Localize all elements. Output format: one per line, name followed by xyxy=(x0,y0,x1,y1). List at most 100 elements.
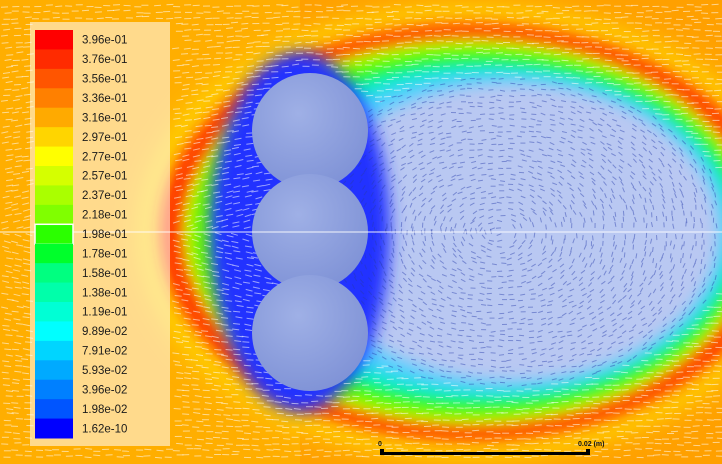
vector-arrow xyxy=(245,101,253,104)
vector-arrow xyxy=(500,180,506,182)
vector-arrow xyxy=(475,395,483,397)
vector-arrow xyxy=(588,164,594,169)
vector-arrow xyxy=(216,289,224,291)
vector-arrow xyxy=(690,145,694,150)
vector-arrow xyxy=(458,254,464,259)
vector-arrow xyxy=(379,301,384,306)
vector-arrow xyxy=(571,317,576,321)
vector-arrow xyxy=(612,176,617,181)
colorbar-swatch xyxy=(35,68,73,89)
vector-arrow xyxy=(281,4,289,7)
colorbar-swatch xyxy=(34,223,74,245)
vector-arrow xyxy=(518,346,524,349)
vector-arrow xyxy=(216,142,224,144)
vector-arrow xyxy=(591,364,597,369)
vector-arrow xyxy=(669,331,674,336)
vector-arrow xyxy=(411,106,417,109)
vector-arrow xyxy=(191,195,199,198)
vector-arrow xyxy=(184,141,192,144)
vector-arrow xyxy=(426,321,432,325)
vector-arrow xyxy=(665,94,673,96)
vector-arrow xyxy=(659,336,664,340)
vector-arrow xyxy=(589,288,595,293)
vector-arrow xyxy=(175,202,183,205)
vector-arrow xyxy=(591,372,597,375)
vector-arrow xyxy=(242,124,250,127)
vector-arrow xyxy=(571,193,575,199)
colorbar-label: 9.89e-02 xyxy=(82,326,127,338)
vector-arrow xyxy=(448,144,454,148)
vector-arrow xyxy=(313,23,321,25)
vector-arrow xyxy=(556,190,562,194)
vector-arrow xyxy=(173,117,181,120)
vector-arrow xyxy=(547,360,553,363)
vector-arrow xyxy=(22,372,30,375)
vector-arrow xyxy=(672,223,675,229)
vector-arrow xyxy=(439,369,445,372)
vector-arrow xyxy=(176,232,184,236)
vector-arrow xyxy=(226,234,234,238)
vector-arrow xyxy=(203,194,211,198)
vector-arrow xyxy=(609,312,615,317)
vector-arrow xyxy=(440,321,446,324)
vector-arrow xyxy=(242,346,250,348)
vector-arrow xyxy=(211,93,219,96)
vector-arrow xyxy=(193,294,201,298)
vector-arrow xyxy=(648,150,653,156)
vector-arrow xyxy=(648,158,654,163)
vector-arrow xyxy=(567,140,573,144)
vector-arrow xyxy=(214,360,222,364)
vector-arrow xyxy=(367,108,373,113)
vector-arrow xyxy=(528,125,534,128)
vector-arrow xyxy=(245,46,253,49)
vector-arrow xyxy=(421,321,427,325)
vector-arrow xyxy=(15,159,23,162)
vector-arrow xyxy=(533,232,536,238)
vector-arrow xyxy=(618,348,623,352)
vector-arrow xyxy=(379,197,383,203)
vector-arrow xyxy=(22,286,30,290)
vector-arrow xyxy=(581,324,587,328)
vector-arrow xyxy=(13,136,21,139)
vector-arrow xyxy=(221,124,229,127)
vector-arrow xyxy=(568,117,574,121)
vector-arrow xyxy=(489,107,495,109)
vector-arrow xyxy=(570,246,573,253)
vector-arrow xyxy=(601,158,607,164)
vector-arrow xyxy=(498,112,504,114)
vector-arrow xyxy=(245,251,253,254)
vector-arrow xyxy=(661,194,665,199)
vector-arrow xyxy=(631,271,634,277)
vector-arrow xyxy=(715,83,722,85)
vector-arrow xyxy=(680,286,685,291)
vector-arrow xyxy=(472,429,480,432)
vector-arrow xyxy=(244,15,252,18)
vector-arrow xyxy=(578,282,584,287)
vector-arrow xyxy=(378,172,383,178)
vector-arrow xyxy=(480,286,487,289)
vector-arrow xyxy=(569,377,575,380)
vector-arrow xyxy=(193,40,201,42)
vector-arrow xyxy=(252,286,260,289)
vector-arrow xyxy=(540,112,546,116)
velocity-vectors xyxy=(0,3,722,459)
vector-arrow xyxy=(418,132,424,136)
vector-arrow xyxy=(266,58,274,61)
vector-arrow xyxy=(606,306,612,310)
vector-arrow xyxy=(552,335,558,339)
vector-arrow xyxy=(186,107,194,110)
vector-arrow xyxy=(174,295,182,297)
vector-arrow xyxy=(670,257,673,263)
vector-arrow xyxy=(676,377,684,380)
vector-arrow xyxy=(550,372,556,375)
vector-arrow xyxy=(194,160,202,162)
vector-arrow xyxy=(542,245,546,251)
vector-arrow xyxy=(184,377,192,380)
vector-arrow xyxy=(643,276,647,282)
vector-arrow xyxy=(457,334,463,337)
vector-arrow xyxy=(22,190,30,193)
vector-arrow xyxy=(694,197,697,203)
vector-arrow xyxy=(242,341,250,343)
vector-arrow xyxy=(195,304,203,307)
vector-arrow xyxy=(691,174,694,180)
